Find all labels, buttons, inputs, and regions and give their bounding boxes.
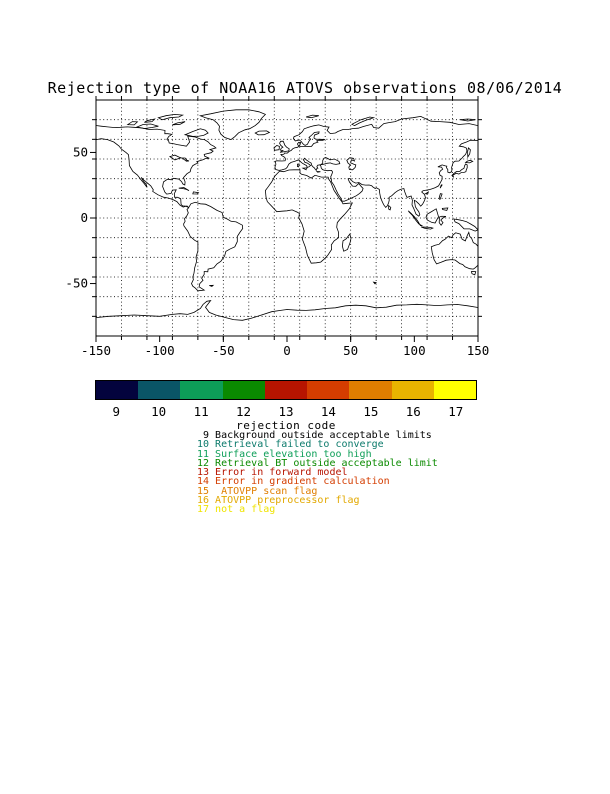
x-tick-label: -100 (145, 343, 175, 358)
x-tick-label: 0 (283, 343, 291, 358)
legend-entry-12: 12 Retrieval BT outside acceptable limit (197, 457, 438, 469)
colorbar-segment-10 (138, 381, 181, 399)
y-tick-label: -50 (65, 276, 88, 291)
x-tick-label: 100 (403, 343, 426, 358)
y-tick-label: 0 (80, 210, 88, 225)
colorbar (95, 380, 477, 400)
colorbar-segment-11 (180, 381, 223, 399)
colorbar-tick-labels: 9 10 11 12 13 14 15 16 17 (95, 404, 477, 419)
colorbar-segment-17 (433, 381, 476, 399)
legend-entry-13: 13 Error in forward model (197, 467, 348, 479)
colorbar-code-label: 9 (112, 404, 120, 419)
y-tick-label: 50 (73, 144, 88, 159)
colorbar-code-label: 11 (193, 404, 209, 419)
x-tick-label: 150 (467, 343, 490, 358)
colorbar-segment-15 (349, 381, 392, 399)
x-tick-label: -50 (212, 343, 235, 358)
colorbar-code-label: 13 (278, 404, 294, 419)
colorbar-code-label: 17 (448, 404, 464, 419)
legend-entry-16: 16 ATOVPP preprocessor flag (197, 495, 360, 507)
plot-title: Rejection type of NOAA16 ATOVS observati… (47, 79, 563, 97)
colorbar-code-label: 14 (320, 404, 336, 419)
legend-entry-10: 10 Retrieval failed to converge (197, 439, 384, 451)
legend-entry-14: 14 Error in gradient calculation (197, 476, 390, 488)
axis-ticks (90, 96, 482, 342)
colorbar-code-label: 15 (363, 404, 379, 419)
colorbar-segment-12 (222, 381, 265, 399)
graticule (96, 100, 478, 336)
x-tick-label: 50 (343, 343, 358, 358)
colorbar-segment-13 (264, 381, 308, 399)
rejection-legend: 9 Background outside acceptable limits 10… (197, 430, 438, 516)
colorbar-segment-14 (307, 381, 350, 399)
colorbar-code-label: 10 (151, 404, 167, 419)
legend-entry-11: 11 Surface elevation too high (197, 448, 372, 460)
legend-entry-9: 9 Background outside acceptable limits (197, 430, 432, 441)
world-map: -150 -100 -50 0 50 100 150 50 0 -50 (65, 96, 490, 358)
coastlines (96, 109, 478, 321)
colorbar-segment-16 (391, 381, 434, 399)
colorbar-code-label: 16 (405, 404, 421, 419)
legend-entry-17: 17 not a flag (197, 504, 276, 516)
colorbar-axis-label: rejection code (236, 419, 336, 432)
legend-entry-15: 15 ATOVPP scan flag (197, 485, 318, 497)
x-tick-label: -150 (81, 343, 111, 358)
colorbar-code-label: 12 (236, 404, 252, 419)
colorbar-segment-9 (96, 381, 139, 399)
